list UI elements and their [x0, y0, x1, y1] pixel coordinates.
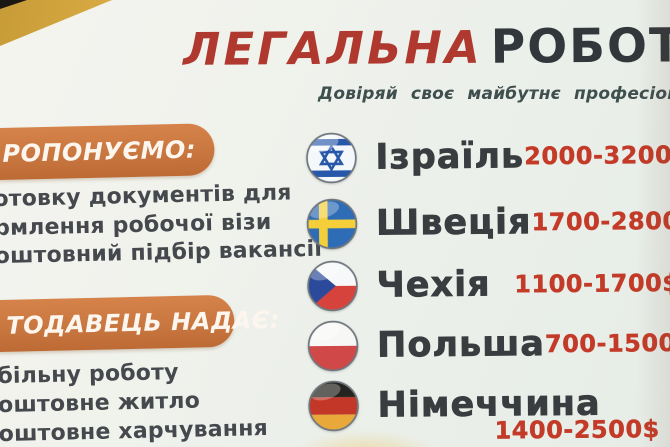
employer-heading-label: ТОДАВЕЦЬ НАДАЄ: — [6, 305, 281, 340]
employer-list: більну роботу оштовне житло оштовне харч… — [0, 356, 268, 447]
salary-range: 1700-2800€ — [531, 206, 670, 237]
israel-flag-icon — [306, 132, 357, 184]
offers-item: оштовний підбір вакансії — [0, 236, 323, 270]
country-row-sweden: Швеція 1700-2800€ — [302, 194, 670, 251]
country-row-czech: Чехія 1100-1700$ — [302, 256, 670, 313]
country-row-israel: Ізраїль 2000-3200$ — [301, 128, 670, 185]
poland-flag-icon — [307, 320, 359, 372]
country-row-germany: Німеччина — [303, 376, 670, 433]
country-row-poland: Польша 700-1500$ — [303, 316, 670, 373]
salary-range: 1400-2500$ — [494, 415, 660, 445]
wall-shadow-corner — [0, 0, 27, 9]
offers-heading-pill: РОПОНУЄМО: — [0, 123, 215, 182]
salary-range: 2000-3200$ — [524, 140, 670, 171]
germany-flag-icon — [308, 380, 359, 432]
employer-item: оштовне харчування — [0, 415, 269, 447]
sweden-flag-icon — [306, 198, 358, 250]
country-name: Польша — [376, 324, 546, 366]
left-column: РОПОНУЄМО: отовку документів для рмлення… — [0, 123, 322, 447]
salary-range: 1100-1700$ — [514, 268, 670, 299]
czech-flag-icon — [307, 260, 358, 312]
offers-list: отовку документів для рмлення робочої ві… — [0, 179, 322, 272]
country-name: Чехія — [376, 264, 491, 306]
decorative-arc — [283, 428, 448, 447]
employer-heading-pill: ТОДАВЕЦЬ НАДАЄ: — [0, 294, 280, 354]
country-name: Ізраїль — [375, 136, 525, 178]
country-name: Швеція — [375, 202, 532, 244]
countries-list: Ізраїль 2000-3200$ Швеція 1700-2800€ — [300, 0, 670, 447]
offers-heading-label: РОПОНУЄМО: — [2, 135, 197, 168]
subtitle-slogan: Довіряй своє майбутнє професіоналам! — [318, 84, 670, 104]
salary-range: 700-1500$ — [544, 328, 670, 359]
